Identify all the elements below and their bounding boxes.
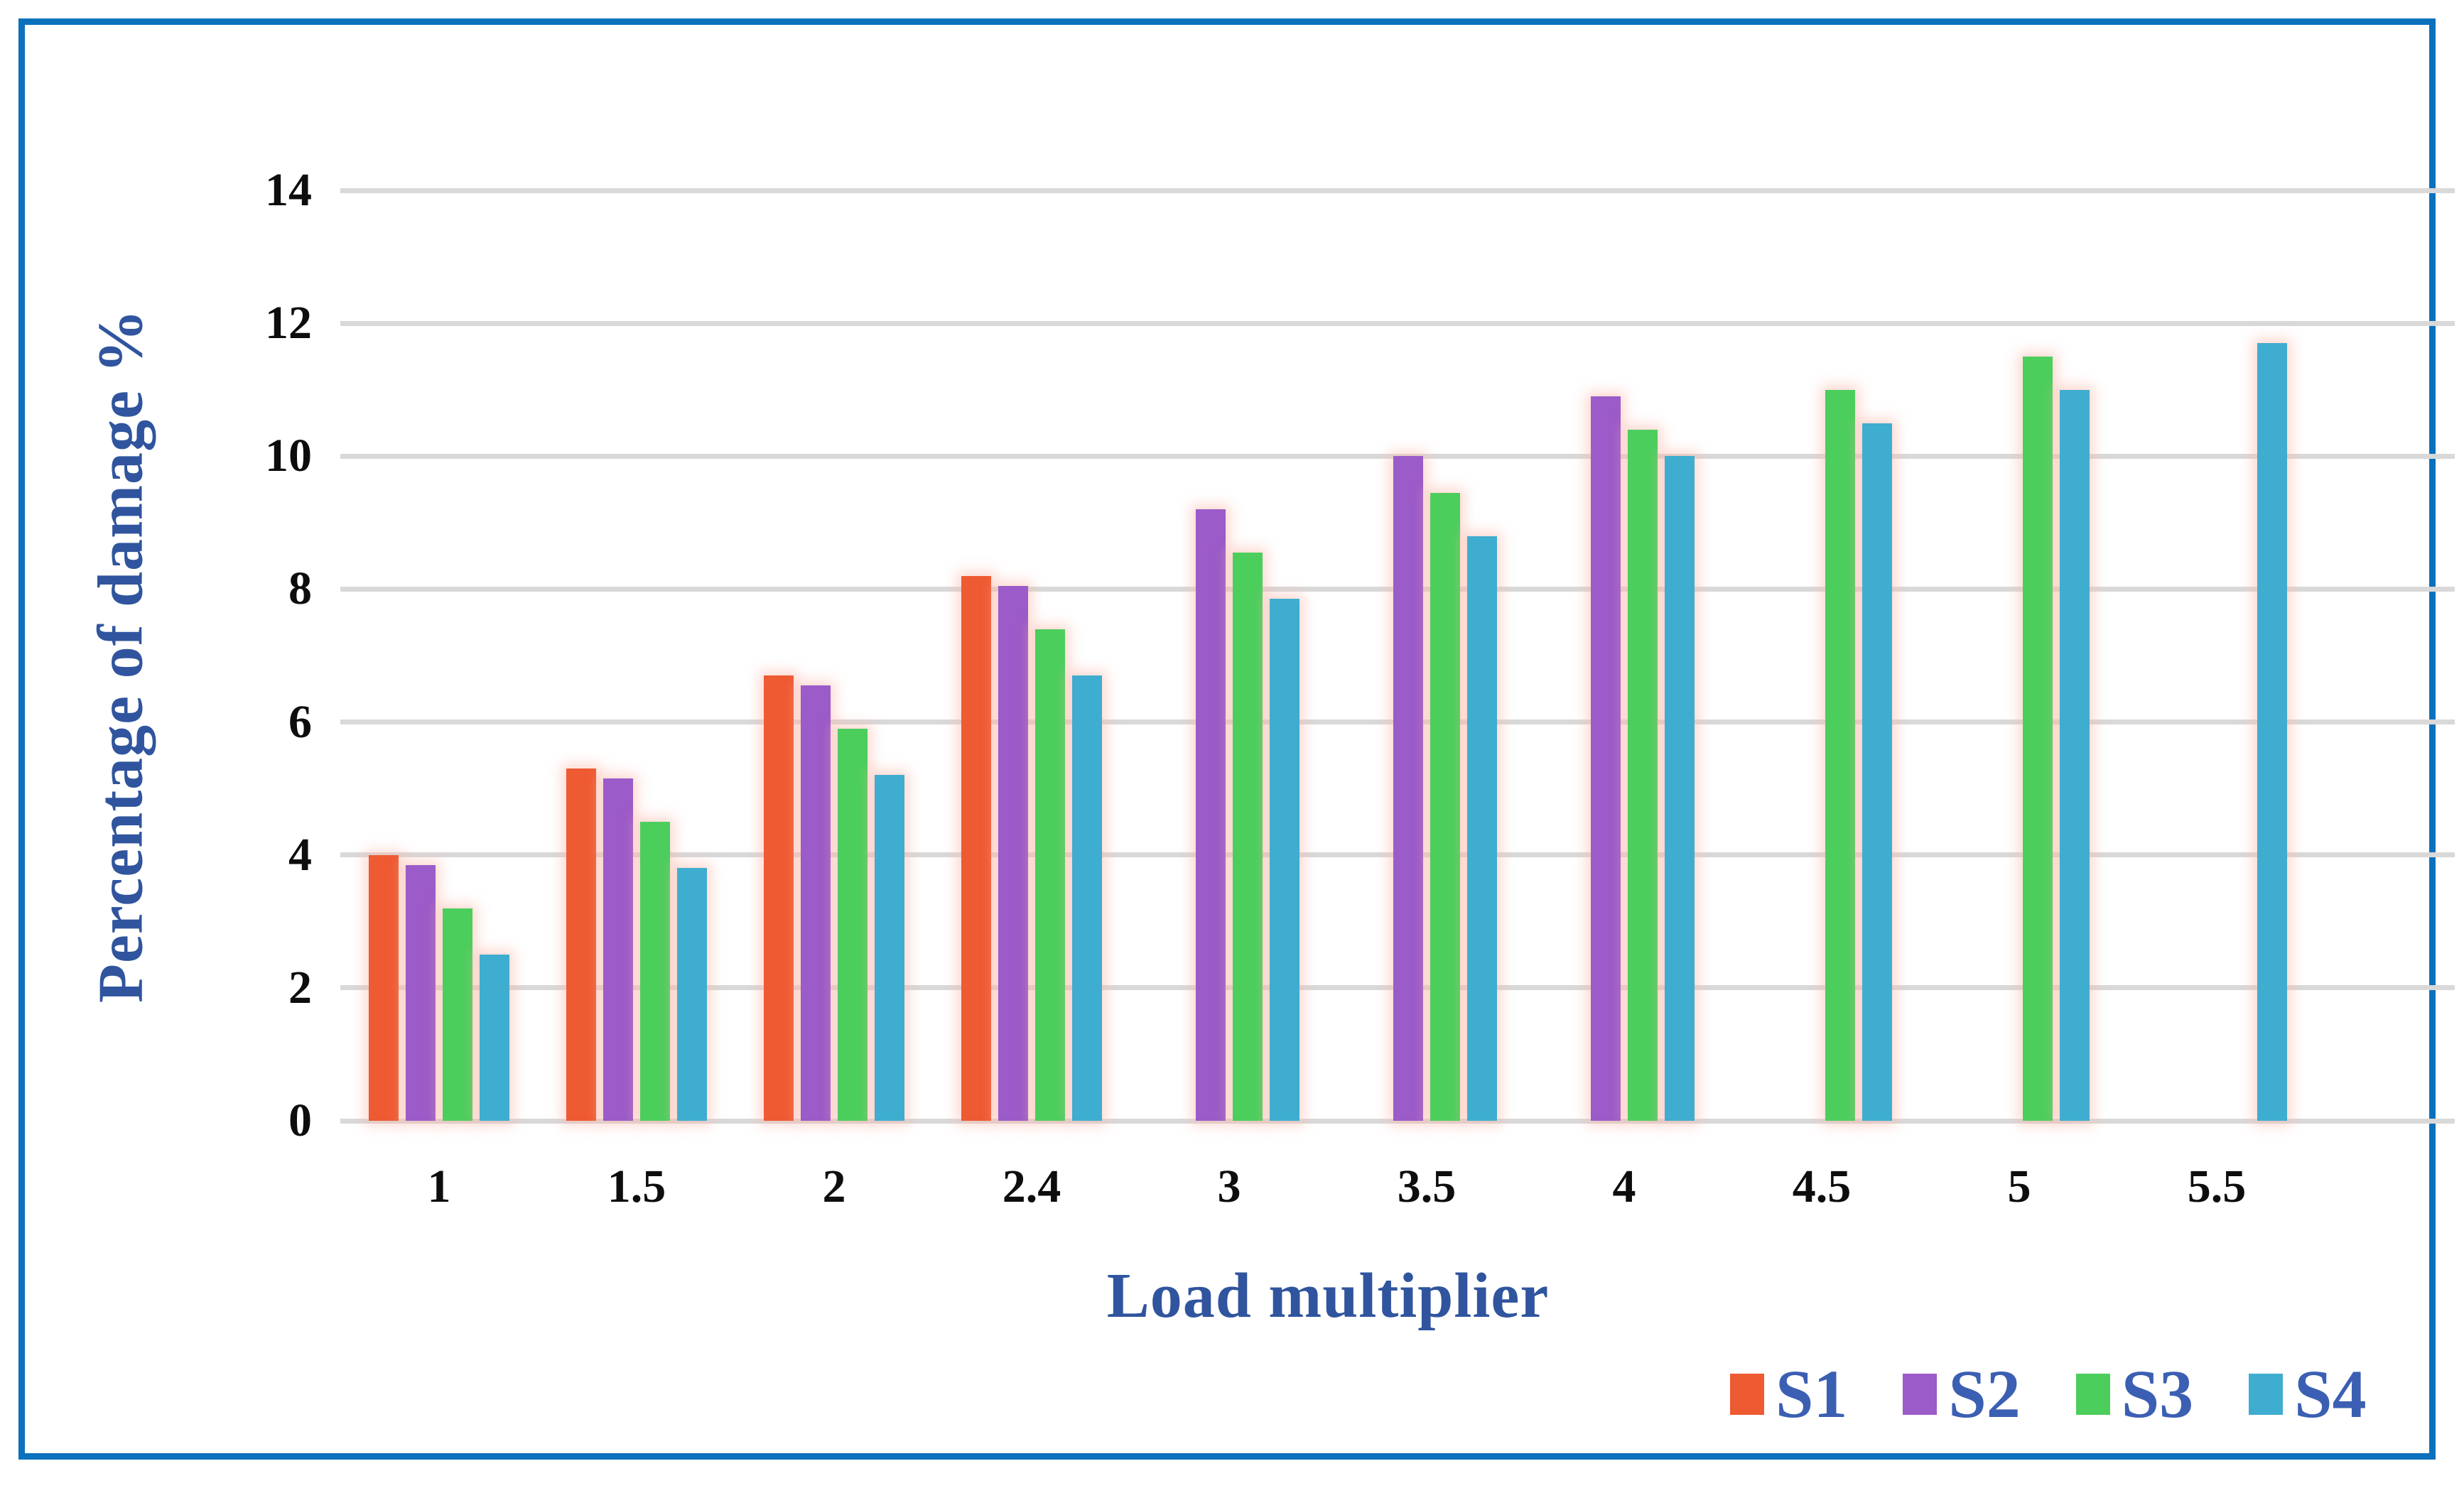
bar-s4-x3 — [1270, 599, 1299, 1121]
bar-s4-x4 — [1665, 456, 1695, 1121]
y-axis-title: Percentage of damage % — [85, 308, 156, 1003]
bar-group-4.5 — [1723, 190, 1920, 1121]
bar-s3-x3 — [1233, 552, 1263, 1121]
bar-s3-x2 — [838, 728, 868, 1121]
bar-s3-x2.4 — [1035, 629, 1065, 1121]
bar-s3-x5 — [2023, 356, 2053, 1121]
x-tick-label-5.5: 5.5 — [2187, 1161, 2247, 1212]
legend-item-s3: S3 — [2075, 1356, 2194, 1432]
plot-area: 0 2 4 6 8 10 12 14 1 1.5 2 2.4 3 3.5 4 4.5 5 5.5 — [265, 164, 2455, 1212]
y-tick-label-14: 14 — [265, 164, 312, 216]
legend: S1 S2 S3 S4 — [1730, 1360, 2367, 1428]
bar-s2-x4 — [1591, 396, 1621, 1121]
bar-s2-x3.5 — [1393, 456, 1423, 1121]
bar-s4-x1 — [480, 955, 509, 1121]
bar-s4-x2.4 — [1072, 675, 1102, 1121]
legend-swatch-s4 — [2249, 1374, 2284, 1415]
legend-swatch-s1 — [1730, 1374, 1764, 1415]
y-tick-label-2: 2 — [288, 961, 312, 1014]
y-tick-label-6: 6 — [288, 695, 312, 748]
bar-s3-x1.5 — [640, 821, 670, 1121]
gridline-y-12 — [340, 320, 2455, 326]
bar-group-2.4 — [933, 190, 1130, 1121]
bar-group-3 — [1130, 190, 1328, 1121]
bar-s2-x1.5 — [603, 778, 633, 1121]
x-tick-label-1: 1 — [427, 1161, 451, 1212]
legend-label-s2: S2 — [1948, 1356, 2021, 1432]
y-tick-label-12: 12 — [265, 297, 312, 349]
y-tick-label-0: 0 — [288, 1095, 312, 1146]
x-tick-label-5: 5 — [2007, 1161, 2031, 1212]
gridline-y-0 — [340, 1118, 2455, 1124]
bar-group-5 — [1920, 190, 2118, 1121]
legend-swatch-s2 — [1903, 1374, 1938, 1415]
bar-group-5.5 — [2118, 190, 2316, 1121]
y-tick-label-4: 4 — [288, 828, 312, 881]
x-tick-label-3: 3 — [1217, 1161, 1241, 1212]
legend-item-s4: S4 — [2249, 1356, 2367, 1432]
legend-item-s2: S2 — [1903, 1356, 2021, 1432]
bar-s4-x1.5 — [677, 868, 707, 1121]
gridline-y-14 — [340, 188, 2455, 193]
bar-s2-x1 — [406, 864, 436, 1121]
bar-s4-x4.5 — [1862, 423, 1892, 1121]
bar-s4-x5.5 — [2257, 343, 2287, 1121]
bar-s4-x2 — [875, 775, 904, 1121]
x-tick-label-2.4: 2.4 — [1002, 1161, 1061, 1212]
bar-s2-x2.4 — [998, 585, 1028, 1121]
chart-frame: 0 2 4 6 8 10 12 14 1 1.5 2 2.4 3 3.5 4 4.5 5 5.5 Percent… — [18, 18, 2455, 1460]
legend-label-s4: S4 — [2294, 1356, 2367, 1432]
legend-label-s1: S1 — [1776, 1356, 1848, 1432]
legend-label-s3: S3 — [2121, 1356, 2194, 1432]
bar-s1-x2.4 — [961, 575, 991, 1121]
bar-s3-x4 — [1628, 429, 1658, 1121]
y-tick-label-8: 8 — [288, 563, 312, 615]
x-axis-title: Load multiplier — [1106, 1261, 1550, 1331]
bar-s1-x1.5 — [566, 769, 596, 1121]
bar-s1-x2 — [764, 675, 794, 1121]
bar-group-1 — [340, 190, 538, 1121]
bar-group-2 — [735, 190, 933, 1121]
bar-s3-x4.5 — [1825, 389, 1855, 1121]
y-tick-label-10: 10 — [265, 430, 312, 482]
bar-s1-x1 — [369, 854, 399, 1121]
x-tick-label-4.5: 4.5 — [1792, 1161, 1852, 1212]
bar-s4-x5 — [2060, 389, 2090, 1121]
bar-s4-x3.5 — [1467, 536, 1497, 1121]
bar-s2-x2 — [801, 685, 831, 1121]
bar-s2-x3 — [1196, 509, 1226, 1121]
legend-swatch-s3 — [2075, 1374, 2110, 1415]
bar-s3-x3.5 — [1430, 492, 1460, 1121]
bar-group-3.5 — [1328, 190, 1525, 1121]
x-tick-label-1.5: 1.5 — [607, 1161, 666, 1212]
bar-s3-x1 — [443, 908, 472, 1121]
bar-group-1.5 — [538, 190, 735, 1121]
x-tick-label-3.5: 3.5 — [1397, 1161, 1457, 1212]
x-tick-label-4: 4 — [1612, 1161, 1636, 1212]
x-tick-label-2: 2 — [822, 1161, 846, 1212]
bar-group-4 — [1525, 190, 1723, 1121]
legend-item-s1: S1 — [1730, 1360, 1847, 1428]
